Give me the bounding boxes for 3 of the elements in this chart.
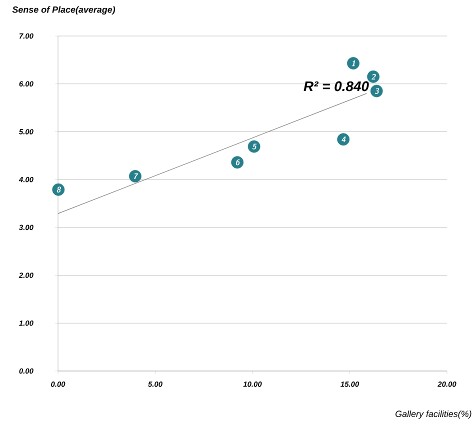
annotation: R² = 0.840	[304, 81, 369, 92]
chart-title: Sense of Place(average)	[12, 6, 116, 15]
x-axis-title: Gallery facilities(%)	[396, 410, 472, 419]
